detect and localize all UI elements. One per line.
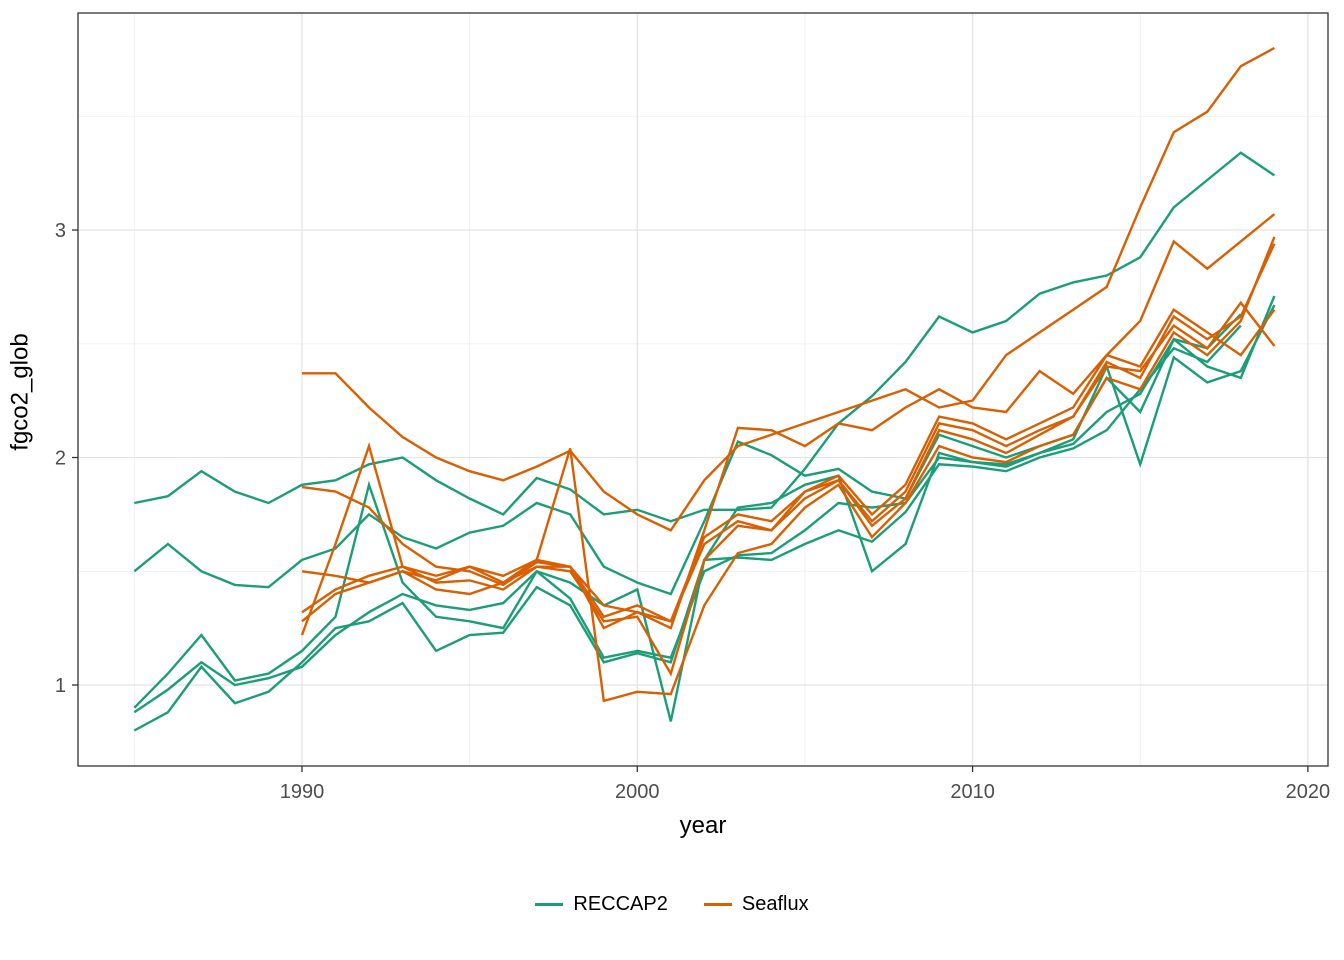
legend-item-seaflux: Seaflux: [703, 893, 809, 916]
x-tick-label: 1990: [280, 781, 325, 803]
x-axis-title: year: [679, 812, 727, 839]
seaflux-series-line: [302, 46, 1275, 532]
x-tick-label: 2010: [950, 781, 995, 803]
reccap2-series-line: [133, 295, 1276, 596]
reccap2-series-line: [134, 151, 1276, 523]
legend-item-reccap2: RECCAP2: [535, 893, 668, 916]
reccap2-series-line: [133, 324, 1242, 732]
seaflux-series-line: [301, 236, 1276, 703]
y-tick-label: 3: [55, 220, 66, 242]
y-tick-label: 2: [55, 448, 66, 470]
legend-label-reccap2: RECCAP2: [573, 893, 668, 915]
reccap2-line-swatch: [535, 903, 564, 906]
y-axis-title: fgco2_glob: [6, 333, 34, 451]
seaflux-series-line: [301, 307, 1276, 623]
seaflux-series-line: [301, 243, 1276, 630]
seaflux-series-line: [301, 213, 1276, 630]
panel-border: [77, 12, 1329, 767]
legend-label-seaflux: Seaflux: [741, 893, 809, 915]
legend: RECCAP2 Seaflux: [0, 893, 1344, 916]
y-tick-label: 1: [55, 675, 66, 697]
x-tick-label: 2000: [615, 781, 660, 803]
x-tick-label: 2020: [1286, 781, 1331, 803]
seaflux-line-swatch: [703, 903, 732, 906]
